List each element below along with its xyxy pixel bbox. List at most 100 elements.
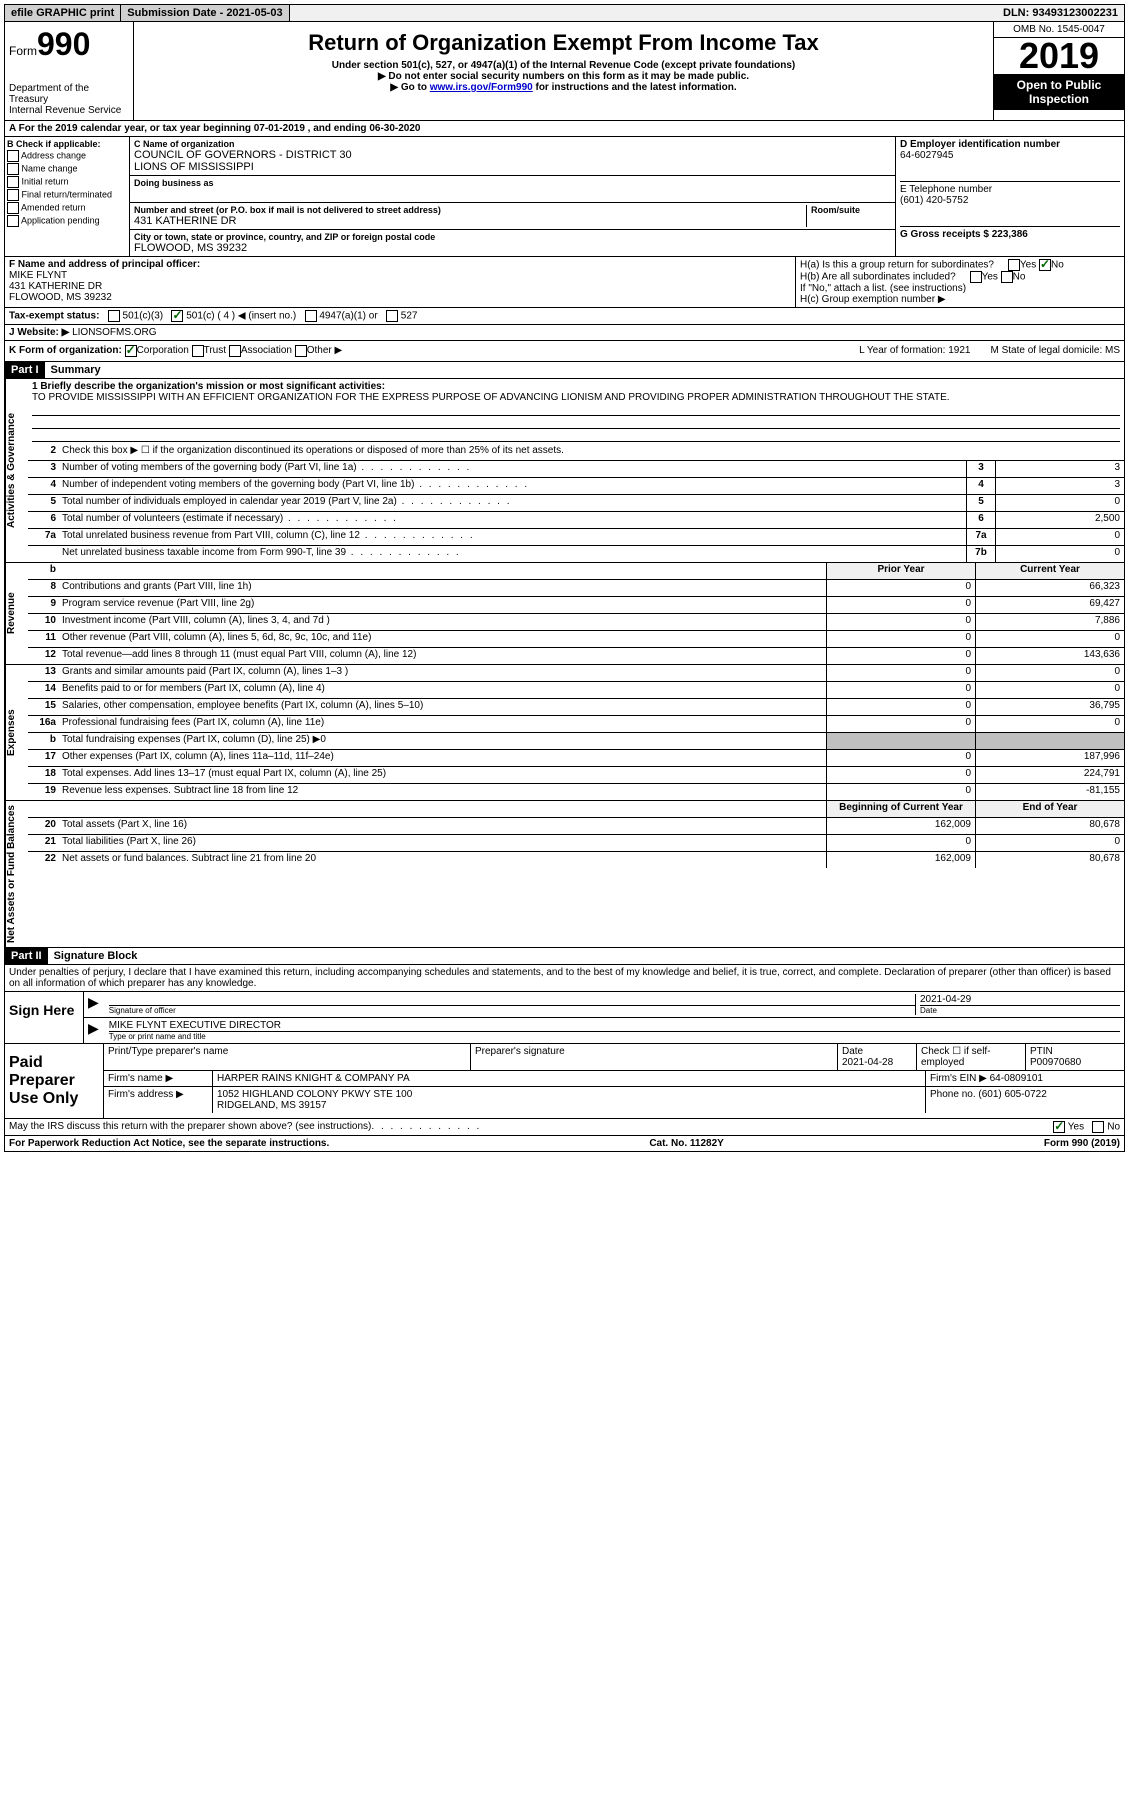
table-row: 7aTotal unrelated business revenue from … [28,529,1124,546]
opt-527[interactable]: 527 [401,311,418,322]
table-row: 6Total number of volunteers (estimate if… [28,512,1124,529]
col-b: B Check if applicable: Address change Na… [5,137,130,256]
prep-selfemp: Check ☐ if self-employed [917,1044,1026,1070]
col-b-title: B Check if applicable: [7,139,127,149]
opt-corporation[interactable]: Corporation [137,345,189,357]
city-label: City or town, state or province, country… [134,232,891,242]
table-row: 20Total assets (Part X, line 16)162,0098… [28,818,1124,835]
part2-header: Part II [5,948,48,964]
ptin-label: PTIN [1030,1046,1053,1057]
section-bcd: B Check if applicable: Address change Na… [4,137,1125,257]
opt-501c3[interactable]: 501(c)(3) [123,311,164,322]
year-formation: L Year of formation: 1921 [859,345,970,357]
efile-print-button[interactable]: efile GRAPHIC print [5,5,121,21]
current-year-header: Current Year [975,563,1124,579]
firm-phone: (601) 605-0722 [978,1089,1046,1100]
opt-501c[interactable]: 501(c) ( 4 ) ◀ (insert no.) [186,311,296,322]
table-row: 18Total expenses. Add lines 13–17 (must … [28,767,1124,784]
instructions-text: for instructions and the latest informat… [533,82,737,93]
check-address-change[interactable]: Address change [7,150,127,162]
table-row: 16aProfessional fundraising fees (Part I… [28,716,1124,733]
opt-other[interactable]: Other ▶ [307,345,342,357]
check-amended[interactable]: Amended return [7,202,127,214]
subtitle-2: Do not enter social security numbers on … [138,71,989,82]
tel-label: E Telephone number [900,184,1120,195]
form-number: 990 [37,26,90,62]
part1-header: Part I [5,362,45,378]
opt-trust[interactable]: Trust [204,345,226,357]
submission-date-button[interactable]: Submission Date - 2021-05-03 [121,5,289,21]
check-application-pending[interactable]: Application pending [7,215,127,227]
col-c: C Name of organization COUNCIL OF GOVERN… [130,137,896,256]
h-a: H(a) Is this a group return for subordin… [800,259,1120,271]
form-prefix: Form [9,44,37,58]
discuss-text: May the IRS discuss this return with the… [9,1121,371,1133]
irs-link[interactable]: www.irs.gov/Form990 [430,82,533,93]
part2-title: Signature Block [48,950,138,962]
prep-name-label: Print/Type preparer's name [104,1044,471,1070]
table-row: 13Grants and similar amounts paid (Part … [28,665,1124,682]
firm-addr1: 1052 HIGHLAND COLONY PKWY STE 100 [217,1089,921,1100]
check-initial-return[interactable]: Initial return [7,176,127,188]
ein-label: D Employer identification number [900,139,1120,150]
check-final-return[interactable]: Final return/terminated [7,189,127,201]
table-row: 3Number of voting members of the governi… [28,461,1124,478]
website-row: J Website: ▶ LIONSOFMS.ORG [4,325,1125,341]
table-row: 11Other revenue (Part VIII, column (A), … [28,631,1124,648]
firm-name-label: Firm's name ▶ [104,1071,213,1086]
ein-value: 64-6027945 [900,150,1120,161]
col-h: H(a) Is this a group return for subordin… [796,257,1124,307]
line2-text: Check this box ▶ ☐ if the organization d… [60,444,1124,460]
firm-ein-label: Firm's EIN ▶ [930,1073,987,1084]
part1-title-row: Part I Summary [4,362,1125,379]
street-address: 431 KATHERINE DR [134,215,806,227]
table-row: 9Program service revenue (Part VIII, lin… [28,597,1124,614]
sig-name-label: Type or print name and title [109,1031,1120,1041]
footer-row: For Paperwork Reduction Act Notice, see … [4,1136,1125,1152]
room-label: Room/suite [811,205,891,215]
check-name-change[interactable]: Name change [7,163,127,175]
table-row: bTotal fundraising expenses (Part IX, co… [28,733,1124,750]
table-row: 14Benefits paid to or for members (Part … [28,682,1124,699]
website-value: LIONSOFMS.ORG [72,327,156,338]
form-header: Form990 Department of the Treasury Inter… [4,22,1125,121]
revenue-section: Revenue b Prior Year Current Year 8Contr… [4,563,1125,665]
opt-4947[interactable]: 4947(a)(1) or [319,311,377,322]
table-row: 4Number of independent voting members of… [28,478,1124,495]
netassets-section: Net Assets or Fund Balances Beginning of… [4,801,1125,948]
prep-date: 2021-04-28 [842,1057,893,1068]
footer-mid: Cat. No. 11282Y [649,1138,723,1149]
table-row: Net unrelated business taxable income fr… [28,546,1124,562]
line-a: A For the 2019 calendar year, or tax yea… [4,121,1125,137]
phone-label: Phone no. [930,1089,976,1100]
discuss-row: May the IRS discuss this return with the… [4,1119,1125,1136]
ptin-value: P00970680 [1030,1057,1081,1068]
form-org-label: K Form of organization: [9,345,122,357]
firm-ein: 64-0809101 [990,1073,1043,1084]
tax-status-label: Tax-exempt status: [9,311,99,322]
signature-block: Under penalties of perjury, I declare th… [4,965,1125,1044]
top-bar: efile GRAPHIC print Submission Date - 20… [4,4,1125,22]
sig-date-label: Date [920,1005,1120,1015]
prior-year-header: Prior Year [826,563,975,579]
h-c: H(c) Group exemption number ▶ [800,294,1120,305]
table-row: 21Total liabilities (Part X, line 26)00 [28,835,1124,852]
table-row: 5Total number of individuals employed in… [28,495,1124,512]
open-public-badge: Open to Public Inspection [994,74,1124,110]
go-to-text: Go to [401,82,430,93]
part1-title: Summary [45,364,101,376]
side-revenue: Revenue [5,563,28,664]
header-left: Form990 Department of the Treasury Inter… [5,22,134,120]
website-label: J Website: ▶ [9,327,69,338]
org-name: COUNCIL OF GOVERNORS - DISTRICT 30 LIONS… [134,149,891,173]
footer-right: Form 990 (2019) [1044,1138,1120,1149]
subtitle-1: Under section 501(c), 527, or 4947(a)(1)… [138,60,989,71]
h-b2: If "No," attach a list. (see instruction… [800,283,1120,294]
table-row: 12Total revenue—add lines 8 through 11 (… [28,648,1124,664]
h-b: H(b) Are all subordinates included? Yes … [800,271,1120,283]
opt-association[interactable]: Association [241,345,292,357]
officer-label: F Name and address of principal officer: [9,259,791,270]
preparer-left-label: Paid Preparer Use Only [5,1044,104,1118]
table-row: 17Other expenses (Part IX, column (A), l… [28,750,1124,767]
sig-date: 2021-04-29 [920,994,1120,1005]
